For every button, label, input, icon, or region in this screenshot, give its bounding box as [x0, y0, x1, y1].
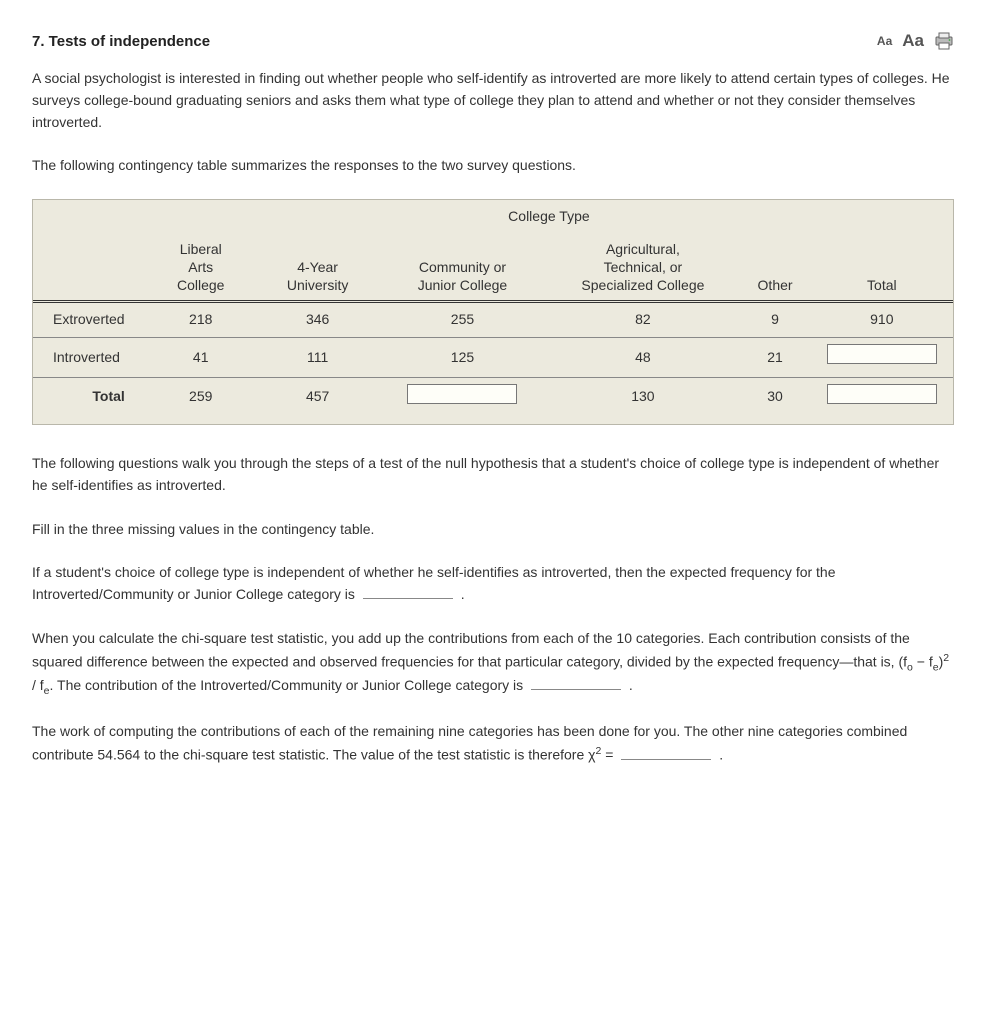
font-size-small-button[interactable]: Aa	[877, 32, 892, 51]
contingency-table-container: College Type Liberal Arts College 4-Year…	[32, 199, 954, 425]
column-headers-row: Liberal Arts College 4-Year University C…	[33, 234, 953, 302]
table-row: Total 259 457 130 30	[33, 377, 953, 424]
intro-paragraph-1: A social psychologist is interested in f…	[32, 68, 954, 133]
col-header-liberal-arts: Liberal Arts College	[145, 234, 257, 302]
print-icon[interactable]	[934, 32, 954, 50]
question-header: 7. Tests of independence Aa Aa	[32, 28, 954, 54]
expected-frequency-question: If a student's choice of college type is…	[32, 562, 954, 605]
col-header-4year: 4-Year University	[257, 234, 379, 302]
question-title: 7. Tests of independence	[32, 30, 210, 53]
chi-square-contribution-question: When you calculate the chi-square test s…	[32, 628, 954, 699]
table-row: Extroverted 218 346 255 82 9 910	[33, 302, 953, 338]
row-label-extroverted: Extroverted	[33, 302, 145, 338]
body-paragraph-4: Fill in the three missing values in the …	[32, 519, 954, 541]
expected-frequency-blank[interactable]	[363, 587, 453, 600]
table-row: Introverted 41 111 125 48 21	[33, 338, 953, 378]
body-paragraph-3: The following questions walk you through…	[32, 453, 954, 496]
col-header-community: Community or Junior College	[379, 234, 547, 302]
row-label-total: Total	[33, 377, 145, 424]
font-size-large-button[interactable]: Aa	[902, 28, 924, 54]
col-header-total: Total	[811, 234, 953, 302]
toolbar: Aa Aa	[877, 28, 954, 54]
intro-paragraph-2: The following contingency table summariz…	[32, 155, 954, 177]
table-super-header: College Type	[145, 200, 953, 234]
community-total-input[interactable]	[407, 384, 517, 404]
chi-square-value-blank[interactable]	[621, 747, 711, 760]
contribution-blank[interactable]	[531, 678, 621, 691]
col-header-agricultural: Agricultural, Technical, or Specialized …	[546, 234, 739, 302]
contingency-table: College Type Liberal Arts College 4-Year…	[33, 200, 953, 424]
introverted-total-input[interactable]	[827, 344, 937, 364]
grand-total-input[interactable]	[827, 384, 937, 404]
row-label-introverted: Introverted	[33, 338, 145, 378]
col-header-other: Other	[739, 234, 810, 302]
chi-square-statistic-question: The work of computing the contributions …	[32, 721, 954, 766]
